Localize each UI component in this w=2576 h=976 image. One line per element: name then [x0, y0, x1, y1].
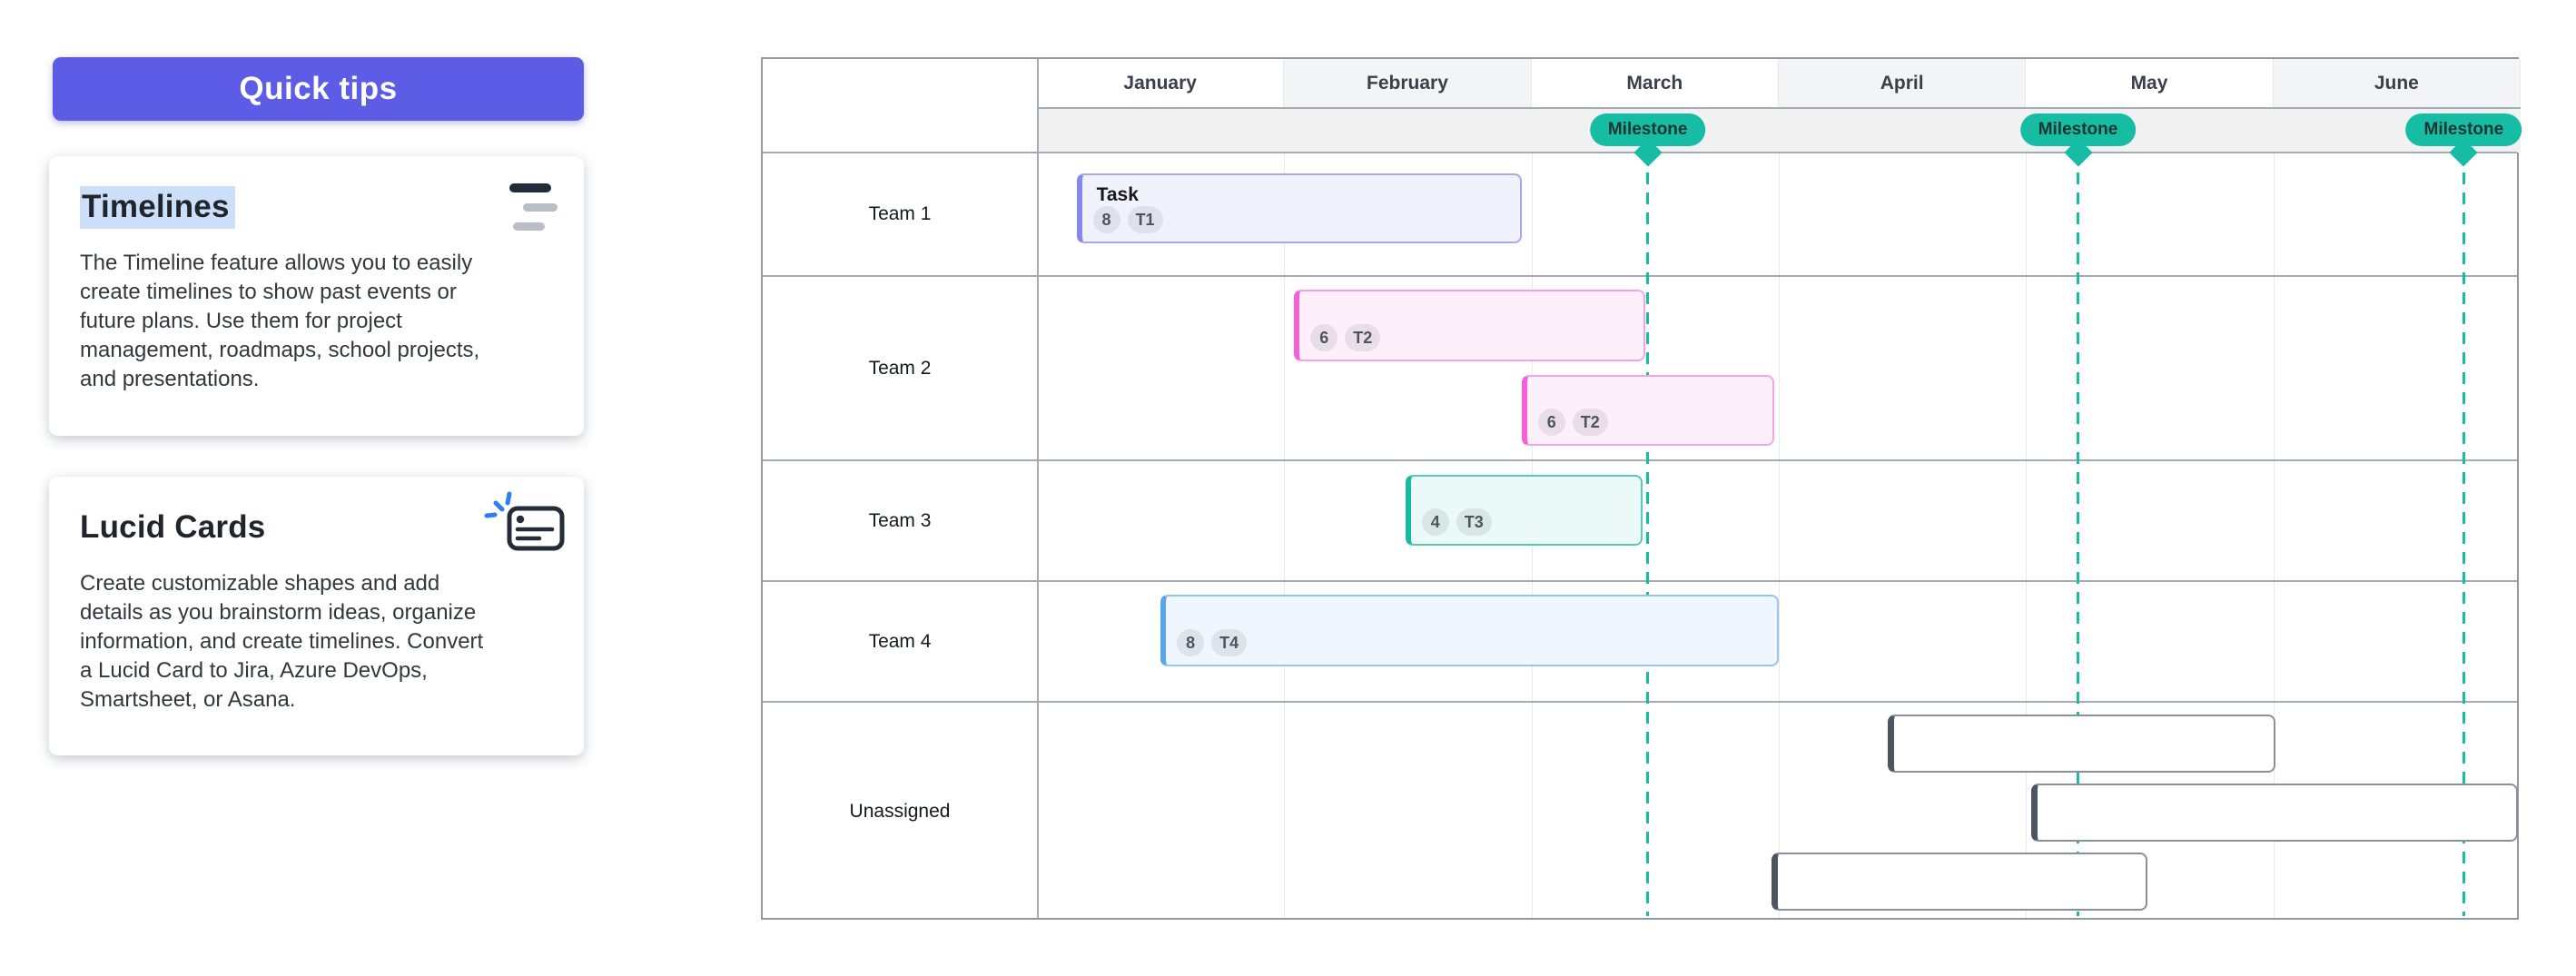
row-label-team-3: Team 3: [868, 509, 932, 531]
task-badge: 4: [1421, 508, 1449, 536]
row-separator: [763, 580, 2517, 582]
task-bar-unassigned-7[interactable]: [2030, 784, 2519, 842]
task-badge: T4: [1211, 629, 1248, 656]
task-badge: 8: [1177, 629, 1205, 656]
milestone-dashed-line: [1646, 153, 1650, 916]
lucid-card-icon: [484, 491, 565, 551]
milestone-row-band: [1037, 108, 2521, 153]
card-body-lucid-cards: Create customizable shapes and add detai…: [80, 571, 484, 712]
row-separator: [763, 275, 2517, 277]
task-bar-T1[interactable]: Task 8 T1: [1076, 173, 1522, 243]
header-bottom-border: [1037, 107, 2521, 109]
label-column-separator: [1037, 59, 1039, 918]
task-bar-unassigned-6[interactable]: [1887, 715, 2276, 773]
timeline-bar-gray-1: [523, 203, 558, 212]
tip-card-lucid-cards[interactable]: Lucid Cards Create customizable shapes a…: [49, 477, 584, 755]
row-label-unassigned: Unassigned: [849, 801, 951, 822]
card-body-timelines: The Timeline feature allows you to easil…: [80, 251, 480, 391]
quick-tips-button[interactable]: Quick tips: [53, 57, 584, 121]
task-badge: T1: [1127, 206, 1163, 233]
task-bar-T3[interactable]: 4 T3: [1405, 475, 1643, 546]
task-badges: 6 T2: [1310, 324, 1381, 351]
row-separator: [763, 459, 2517, 461]
task-badges: 8 T1: [1092, 206, 1163, 233]
task-bar-unassigned-8[interactable]: [1771, 853, 2147, 911]
timeline-bars-icon: [509, 183, 560, 231]
task-bar-T2[interactable]: 6 T2: [1294, 290, 1645, 361]
milestone-pill-3[interactable]: Milestone: [2405, 113, 2522, 146]
task-title: Task: [1096, 184, 1139, 205]
milestone-dashed-line: [2462, 153, 2465, 916]
month-header-march: March: [1532, 59, 1779, 108]
month-gridline: [2273, 153, 2275, 918]
milestone-dashed-line: [2077, 153, 2080, 916]
month-gridline: [1779, 153, 1780, 918]
milestone-pill-1[interactable]: Milestone: [1589, 113, 1706, 146]
task-bar-T4[interactable]: 8 T4: [1160, 595, 1779, 666]
task-badges: 6 T2: [1537, 409, 1608, 436]
task-bar-T2[interactable]: 6 T2: [1521, 375, 1774, 446]
month-header-april: April: [1779, 59, 2027, 108]
task-badge: 6: [1310, 324, 1338, 351]
row-label-team-2: Team 2: [868, 357, 932, 379]
sparkle-icon: [484, 491, 512, 518]
task-badge: T3: [1456, 508, 1492, 536]
month-header-june: June: [2273, 59, 2521, 108]
month-gridline: [1284, 153, 1286, 918]
card-title-lucid-cards: Lucid Cards: [80, 509, 266, 545]
task-badge: 6: [1537, 409, 1565, 436]
card-title-timelines: Timelines: [80, 186, 553, 229]
row-separator: [763, 701, 2517, 703]
task-badge: 8: [1092, 206, 1120, 233]
row-label-team-1: Team 1: [868, 203, 932, 224]
month-header-may: May: [2026, 59, 2274, 108]
tip-card-timelines[interactable]: Timelines The Timeline feature allows yo…: [49, 156, 584, 436]
timeline-shape[interactable]: January February March April May June Team 1 Te…: [761, 57, 2522, 920]
task-badge: T2: [1572, 409, 1608, 436]
month-header-february: February: [1284, 59, 1532, 108]
task-badge: T2: [1345, 324, 1381, 351]
month-header-january: January: [1037, 59, 1285, 108]
month-gridline: [2026, 153, 2028, 918]
timeline-bar-gray-2: [513, 222, 545, 231]
row-label-team-4: Team 4: [868, 630, 932, 652]
task-badges: 4 T3: [1421, 508, 1492, 536]
task-badges: 8 T4: [1177, 629, 1248, 656]
milestone-pill-2[interactable]: Milestone: [2019, 113, 2137, 146]
timeline-bar-dark: [509, 183, 551, 192]
